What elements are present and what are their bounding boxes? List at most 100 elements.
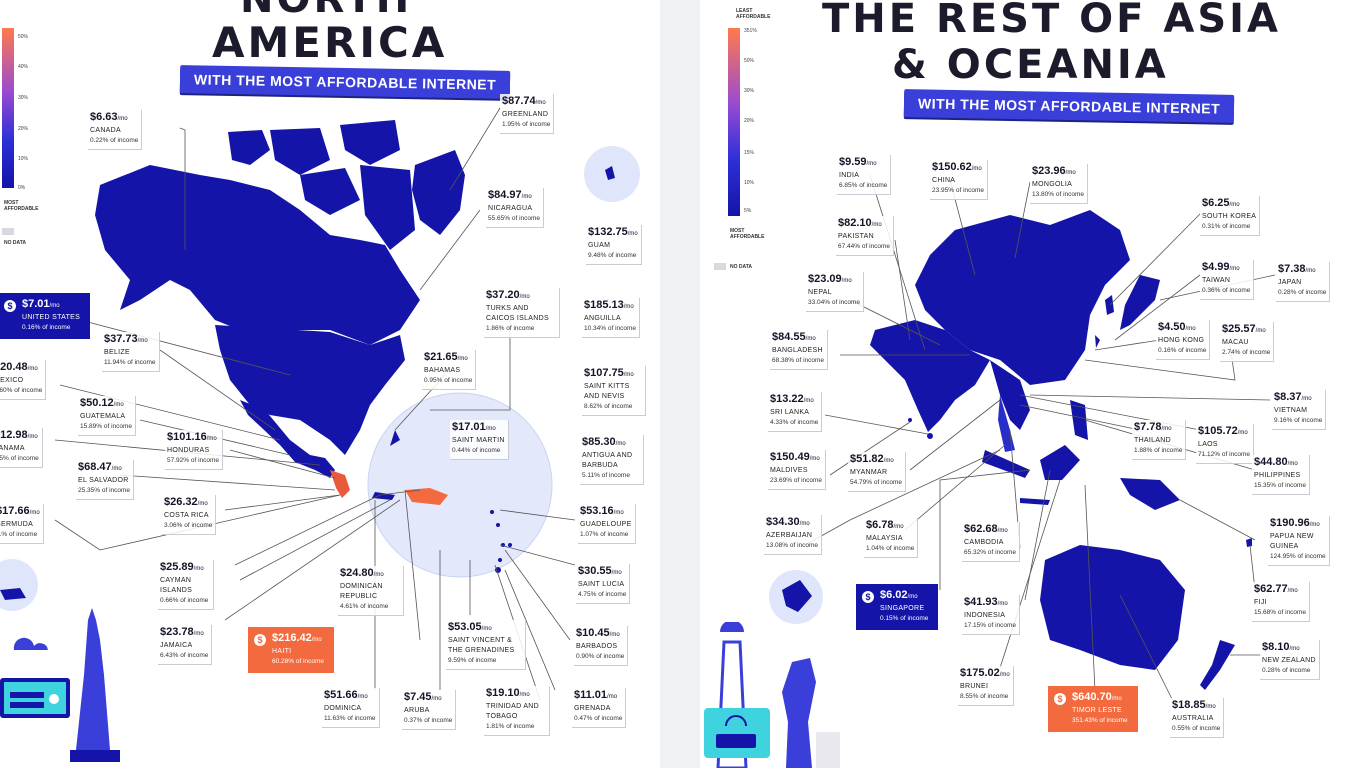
country-label-guatemala: $50.12/mo GUATEMALA 15.89% of income: [78, 396, 137, 436]
dollar-icon: $: [254, 634, 266, 646]
country-label-hong-kong: $4.50/mo HONG KONG 0.16% of income: [1156, 320, 1211, 360]
legend-tick: 20%: [744, 118, 755, 124]
country-label-maldives: $150.49/mo MALDIVES 23.69% of income: [768, 450, 827, 490]
country-label-guadeloupe: $53.16/mo GUADELOUPE 1.07% of income: [578, 504, 636, 544]
fiji-shape: [1246, 538, 1252, 547]
legend-tick: 30%: [744, 88, 755, 94]
country-label-saint-martin: $17.01/mo SAINT MARTIN 0.44% of income: [450, 420, 509, 460]
country-label-dominican-republic: $24.80/mo DOMINICAN REPUBLIC 4.61% of inco…: [338, 566, 404, 616]
country-label-china: $150.62/mo CHINA 23.95% of income: [930, 160, 989, 200]
papua-new-guinea-shape: [1120, 478, 1180, 510]
country-label-indonesia: $41.93/mo INDONESIA 17.15% of income: [962, 595, 1021, 635]
asia-oceania-map: [769, 174, 1276, 706]
country-label-antigua: $85.30/mo ANTIGUA AND BARBUDA 5.11% of inc…: [580, 435, 644, 485]
country-label-el-salvador: $68.47/mo EL SALVADOR 25.35% of income: [76, 460, 135, 500]
arctic-island: [270, 128, 330, 175]
page-title-line2: & OCEANIA: [892, 42, 1169, 88]
north-america-map: [0, 107, 640, 701]
country-label-new-zealand: $8.10/mo NEW ZEALAND 0.28% of income: [1260, 640, 1320, 680]
japan-shape: [1120, 275, 1160, 330]
country-label-singapore: $ $6.02/mo SINGAPORE 0.15% of income: [856, 584, 939, 630]
country-label-canada: $6.63/mo CANADA 0.22% of income: [88, 110, 143, 150]
baffin-island: [360, 165, 415, 250]
country-label-jamaica: $23.78/mo JAMAICA 6.43% of income: [158, 625, 213, 665]
new-zealand-shape: [1200, 640, 1235, 690]
guam-shape: [605, 166, 615, 180]
maldives-shape: [908, 418, 912, 422]
legend-tick: 50%: [744, 58, 755, 64]
leader-lines: [54, 107, 576, 701]
tower-merlion-illustration: [704, 622, 840, 768]
router-icon: [716, 734, 756, 748]
poster-gap: [660, 0, 700, 768]
bahamas-shape: [390, 430, 400, 446]
country-label-aruba: $7.45/mo ARUBA 0.37% of income: [402, 690, 457, 730]
country-label-trinidad: $19.10/mo TRINIDAD AND TOBAGO 1.81% of inc…: [484, 686, 550, 736]
india-shape: [870, 320, 990, 432]
country-label-bangladesh: $84.55/mo BANGLADESH 68.38% of income: [770, 330, 829, 370]
dollar-icon: $: [4, 300, 16, 312]
azerbaijan-shape: [782, 580, 812, 612]
greenland-shape: [412, 150, 465, 235]
dollar-icon: $: [862, 591, 874, 603]
country-label-panama: $12.98/moPANAMA0.5% of income: [0, 428, 43, 468]
sri-lanka-shape: [927, 433, 933, 439]
korea-shape: [1105, 295, 1114, 315]
country-label-mongolia: $23.96/mo MONGOLIA 13.80% of income: [1030, 164, 1089, 204]
legend-gradient-bar: [2, 28, 14, 188]
mexico-shape: [240, 400, 335, 478]
arctic-island: [340, 120, 400, 165]
country-label-taiwan: $4.99/mo TAIWAN 0.36% of income: [1200, 260, 1255, 300]
merlion-icon: [782, 658, 816, 768]
legend-tick: 50%: [18, 34, 29, 40]
country-label-australia: $18.85/mo AUSTRALIA 0.55% of income: [1170, 698, 1225, 738]
indochina-shape: [990, 360, 1030, 430]
australia-shape: [1040, 545, 1185, 670]
country-label-brunei: $175.02/mo BRUNEI 8.55% of income: [958, 666, 1014, 706]
arctic-island: [228, 130, 270, 165]
country-label-india: $9.59/mo INDIA 6.85% of income: [837, 155, 892, 195]
legend-tick: 0%: [18, 185, 26, 191]
borneo-shape: [1040, 445, 1080, 480]
country-label-saint-lucia: $30.55/mo SAINT LUCIA 4.75% of income: [576, 564, 631, 604]
hispaniola-shape: [405, 488, 448, 505]
country-label-barbados: $10.45/mo BARBADOS 0.90% of income: [574, 626, 629, 666]
legend-least-affordable: LEAST AFFORDABLE: [736, 8, 771, 20]
legend-tick: 10%: [744, 180, 755, 186]
country-label-nicaragua: $84.97/mo NICARAGUA 55.65% of income: [486, 188, 545, 228]
country-label-fiji: $62.77/mo FIJI 15.68% of income: [1252, 582, 1311, 622]
wifi-icon: [725, 715, 747, 727]
legend-tick: 10%: [18, 156, 29, 162]
statue-of-liberty-icon: [76, 608, 110, 750]
cuba-shape: [372, 492, 395, 500]
legend-no-data-swatch: [714, 263, 726, 270]
legend-tick: 5%: [744, 208, 752, 214]
legend-no-data-swatch: [2, 228, 14, 235]
country-label-macau: $25.57/mo MACAU 2.74% of income: [1220, 322, 1275, 362]
country-label-vietnam: $8.37/mo VIETNAM 9.16% of income: [1272, 390, 1327, 430]
page-title-line2: AMERICA: [212, 18, 448, 67]
country-label-anguilla: $185.13/mo ANGUILLA 10.34% of income: [582, 298, 641, 338]
united-states-shape: [215, 325, 405, 455]
country-label-myanmar: $51.82/mo MYANMAR 54.79% of income: [848, 452, 907, 492]
country-label-saint-kitts: $107.75/mo SAINT KITTS AND NEVIS 8.62% of …: [582, 366, 646, 416]
country-label-united-states: $ $7.01/mo UNITED STATES 0.16% of income: [0, 293, 91, 339]
country-label-nepal: $23.09/mo NEPAL 33.04% of income: [806, 272, 865, 312]
country-label-philippines: $44.80/mo PHILIPPINES 15.35% of income: [1252, 455, 1311, 495]
country-label-south-korea: $6.25/mo SOUTH KOREA 0.31% of income: [1200, 196, 1261, 236]
legend-no-data: NO DATA: [4, 240, 27, 246]
legend-no-data: NO DATA: [730, 264, 753, 270]
country-label-belize: $37.73/mo BELIZE 11.94% of income: [102, 332, 160, 372]
country-label-papua-new-guinea: $190.96/mo PAPUA NEW GUINEA 124.95% of inc…: [1268, 516, 1330, 566]
legend-most-affordable: MOST AFFORDABLE: [4, 200, 39, 212]
country-label-costa-rica: $26.32/mo COSTA RICA 3.06% of income: [162, 495, 217, 535]
country-label-laos: $105.72/mo LAOS 71.12% of income: [1196, 424, 1255, 464]
country-label-honduras: $101.16/mo HONDURAS 57.92% of income: [165, 430, 224, 470]
legend-tick: 30%: [18, 95, 29, 101]
user-icon: [49, 694, 59, 704]
country-label-greenland: $87.74/mo GREENLAND 1.95% of income: [500, 94, 555, 134]
country-label-malaysia: $6.78/mo MALAYSIA 1.04% of income: [864, 518, 919, 558]
country-label-mexico: $20.48/moMEXICO0.60% of income: [0, 360, 47, 400]
country-label-japan: $7.38/mo JAPAN 0.28% of income: [1276, 262, 1331, 302]
sumatra-shape: [982, 450, 1030, 478]
